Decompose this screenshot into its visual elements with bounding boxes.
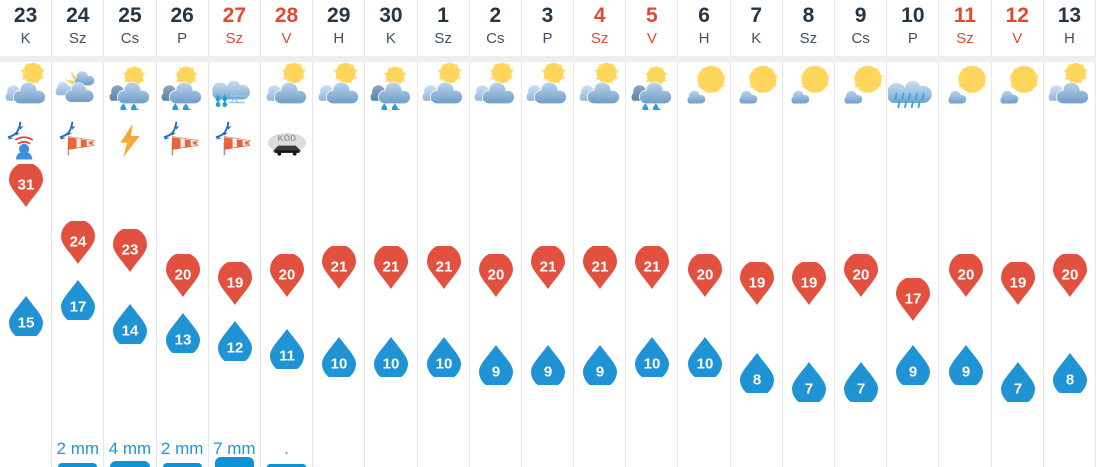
svg-text:31: 31 <box>18 177 35 194</box>
svg-text:24: 24 <box>70 234 87 251</box>
svg-text:8: 8 <box>1066 372 1074 389</box>
svg-text:21: 21 <box>540 258 557 275</box>
svg-text:9: 9 <box>909 364 917 381</box>
svg-text:10: 10 <box>331 356 348 373</box>
svg-text:21: 21 <box>383 258 400 275</box>
svg-text:9: 9 <box>961 364 969 381</box>
svg-text:20: 20 <box>487 266 504 283</box>
svg-text:10: 10 <box>435 356 452 373</box>
svg-text:KÖD: KÖD <box>277 133 296 143</box>
svg-text:7: 7 <box>857 380 865 397</box>
svg-text:19: 19 <box>748 274 765 291</box>
svg-text:10: 10 <box>383 356 400 373</box>
svg-text:9: 9 <box>492 364 500 381</box>
svg-text:20: 20 <box>957 266 974 283</box>
svg-text:21: 21 <box>435 258 452 275</box>
svg-text:23: 23 <box>122 242 139 259</box>
svg-text:21: 21 <box>644 258 661 275</box>
svg-text:20: 20 <box>279 266 296 283</box>
svg-text:9: 9 <box>544 364 552 381</box>
svg-text:19: 19 <box>227 274 244 291</box>
svg-text:20: 20 <box>1062 266 1079 283</box>
svg-text:7: 7 <box>805 380 813 397</box>
svg-text:19: 19 <box>801 274 818 291</box>
svg-text:20: 20 <box>174 266 191 283</box>
svg-text:17: 17 <box>70 298 87 315</box>
svg-text:21: 21 <box>331 258 348 275</box>
svg-text:13: 13 <box>174 331 191 348</box>
svg-text:10: 10 <box>696 356 713 373</box>
svg-text:20: 20 <box>696 266 713 283</box>
svg-text:15: 15 <box>18 315 35 332</box>
svg-text:8: 8 <box>753 372 761 389</box>
svg-text:20: 20 <box>853 266 870 283</box>
svg-text:9: 9 <box>596 364 604 381</box>
svg-text:11: 11 <box>279 347 295 364</box>
svg-text:14: 14 <box>122 323 139 340</box>
svg-text:19: 19 <box>1009 274 1026 291</box>
svg-text:7: 7 <box>1014 380 1022 397</box>
svg-text:10: 10 <box>644 356 661 373</box>
svg-text:21: 21 <box>592 258 609 275</box>
svg-text:12: 12 <box>227 339 244 356</box>
svg-text:17: 17 <box>905 291 922 308</box>
